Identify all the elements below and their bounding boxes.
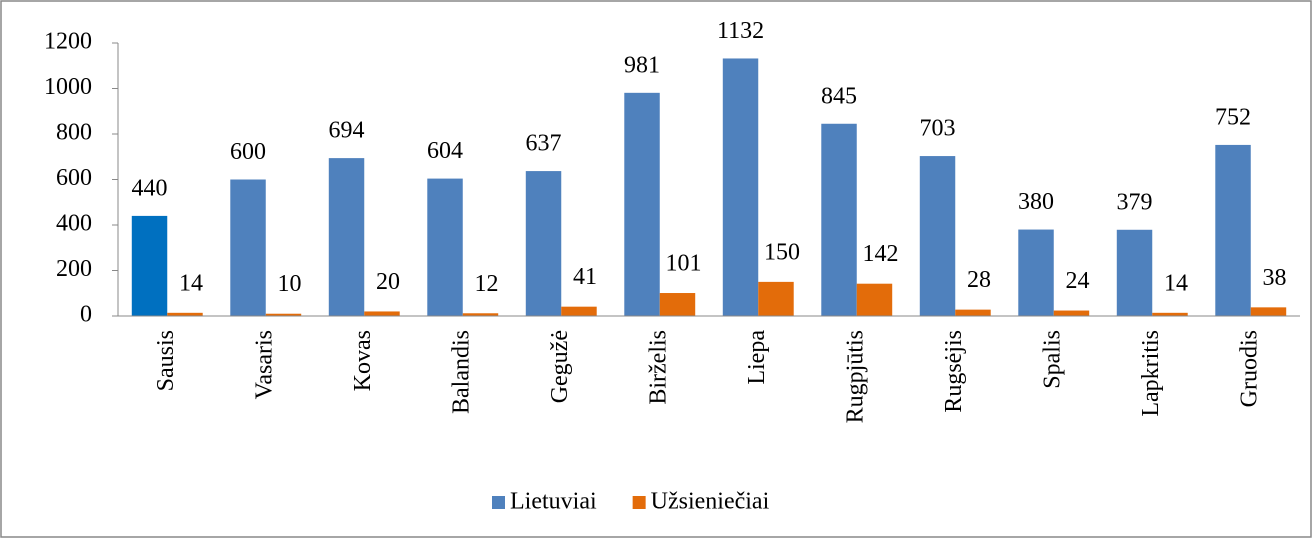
bar <box>856 283 893 316</box>
data-label: 1132 <box>717 18 764 44</box>
bar <box>328 158 365 316</box>
data-label: 150 <box>764 239 800 265</box>
y-tick-label: 800 <box>56 120 92 146</box>
x-tick-label: Spalis <box>1039 330 1065 389</box>
x-tick-label: Lapkritis <box>1138 330 1164 417</box>
data-label: 694 <box>329 118 365 144</box>
bar <box>659 293 696 316</box>
x-tick-label: Sausis <box>153 330 179 391</box>
data-label: 14 <box>179 270 203 296</box>
bar <box>1152 312 1188 316</box>
y-tick-label: 1200 <box>44 29 92 55</box>
y-tick-label: 1000 <box>44 74 92 100</box>
data-label: 604 <box>427 138 463 164</box>
y-tick-label: 200 <box>56 256 92 282</box>
bar <box>722 58 759 316</box>
bar <box>427 178 463 316</box>
legend-swatch <box>632 496 646 509</box>
y-tick-label: 400 <box>56 211 92 237</box>
data-label: 28 <box>967 267 991 293</box>
x-tick-label: Gruodis <box>1236 330 1262 407</box>
y-tick-label: 0 <box>80 302 92 328</box>
x-tick-label: Gegužė <box>547 330 573 403</box>
data-label: 101 <box>665 251 701 277</box>
data-label: 12 <box>474 271 498 297</box>
data-label: 845 <box>821 83 857 109</box>
data-label: 752 <box>1215 104 1251 130</box>
legend-swatch <box>492 496 505 509</box>
data-label: 600 <box>230 139 266 165</box>
bar <box>265 313 302 316</box>
bar <box>1215 144 1251 316</box>
bar <box>561 306 597 316</box>
x-tick-label: Rugpjūtis <box>842 330 868 423</box>
bar <box>821 123 857 316</box>
x-tick-label: Vasaris <box>251 330 277 399</box>
y-tick-label: 600 <box>56 165 92 191</box>
data-label: 14 <box>1164 270 1188 296</box>
bar <box>1250 307 1287 316</box>
bar <box>955 309 991 316</box>
bar <box>462 313 499 316</box>
data-label: 20 <box>376 269 400 295</box>
bar <box>131 215 168 316</box>
bar <box>230 179 266 316</box>
x-tick-label: Rugsėjis <box>941 330 967 413</box>
bar <box>1018 229 1054 316</box>
bar <box>758 281 794 316</box>
bar <box>1116 229 1153 316</box>
x-tick-label: Balandis <box>448 330 474 414</box>
bar <box>919 156 956 316</box>
data-label: 379 <box>1117 189 1153 215</box>
bar <box>364 311 400 316</box>
data-label: 637 <box>526 131 562 157</box>
data-label: 981 <box>624 52 660 78</box>
data-label: 10 <box>277 271 301 297</box>
x-tick-label: Kovas <box>350 330 376 391</box>
legend-label: Užsieniečiai <box>651 489 770 515</box>
x-tick-label: Birželis <box>645 330 671 405</box>
legend-label: Lietuviai <box>510 489 597 515</box>
data-label: 38 <box>1262 265 1286 291</box>
data-label: 24 <box>1065 268 1089 294</box>
bar <box>624 92 660 316</box>
data-label: 380 <box>1018 189 1054 215</box>
bar <box>167 312 203 316</box>
data-label: 41 <box>573 264 597 290</box>
data-label: 703 <box>920 116 956 142</box>
data-label: 142 <box>862 241 898 267</box>
bar <box>525 171 562 316</box>
bar <box>1053 310 1090 316</box>
x-tick-label: Liepa <box>744 330 770 385</box>
data-label: 440 <box>132 175 168 201</box>
